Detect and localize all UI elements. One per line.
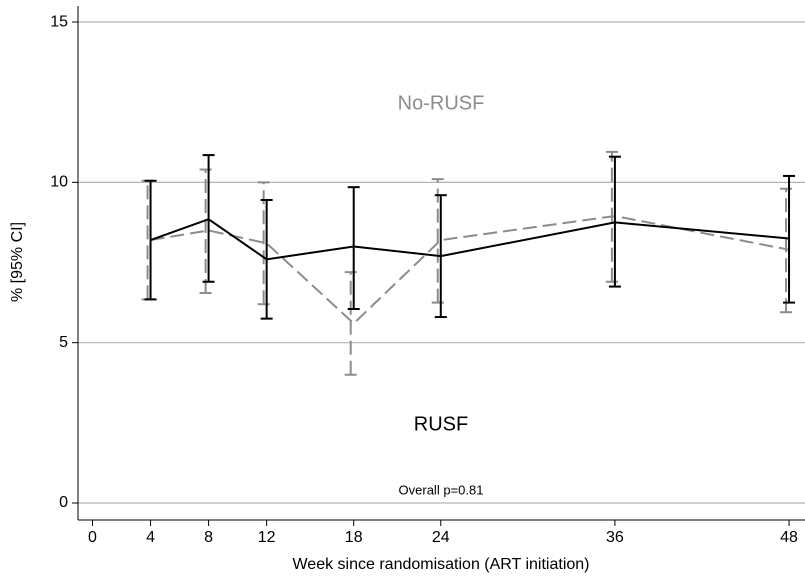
x-axis-title: Week since randomisation (ART initiation… xyxy=(292,556,589,573)
x-tick-label: 24 xyxy=(432,529,450,546)
y-tick-label: 15 xyxy=(50,13,68,30)
series-line xyxy=(150,218,790,261)
error-bar xyxy=(780,187,793,314)
y-tick-label: 10 xyxy=(50,174,68,191)
y-tick-label: 5 xyxy=(59,334,68,351)
y-axis-title: % [95% CI] xyxy=(9,222,26,302)
error-bar xyxy=(347,186,360,311)
y-tick-label: 0 xyxy=(59,494,68,511)
x-tick-label: 48 xyxy=(780,529,798,546)
x-tick-label: 8 xyxy=(204,529,213,546)
series-label: No-RUSF xyxy=(398,92,485,114)
error-bar xyxy=(431,178,444,304)
annotation: Overall p=0.81 xyxy=(399,482,484,497)
series-label: RUSF xyxy=(414,413,468,435)
error-bar xyxy=(783,174,796,304)
x-tick-label: 0 xyxy=(88,529,97,546)
x-tick-label: 12 xyxy=(258,529,276,546)
x-tick-label: 36 xyxy=(606,529,624,546)
error-bar xyxy=(344,271,357,376)
x-tick-label: 4 xyxy=(146,529,155,546)
series-line xyxy=(150,215,790,325)
x-tick-label: 18 xyxy=(345,529,363,546)
